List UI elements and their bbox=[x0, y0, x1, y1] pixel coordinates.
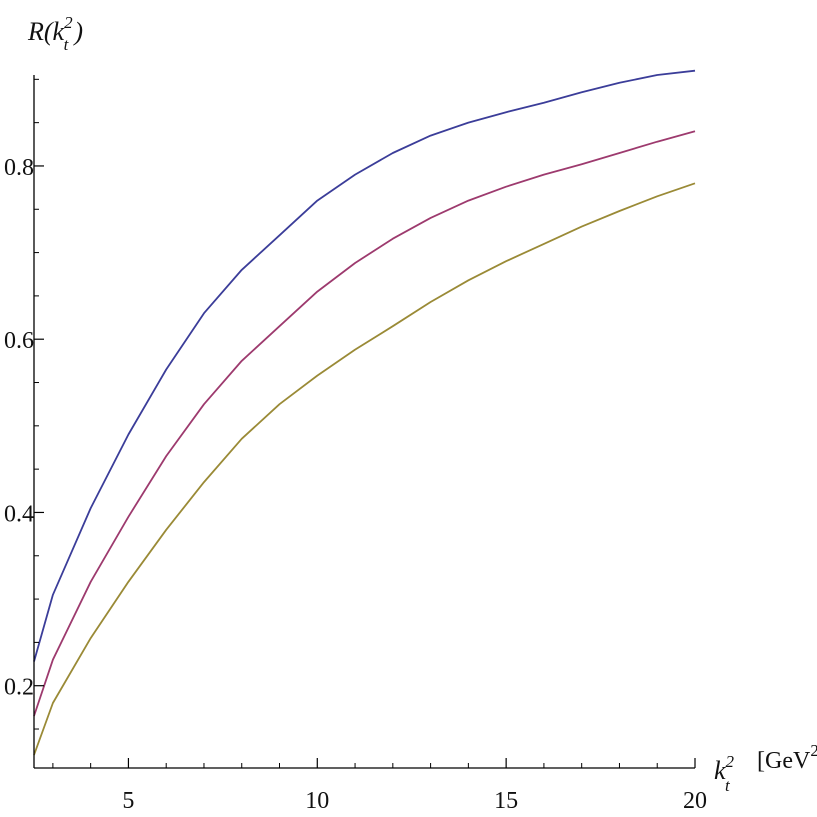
x-tick-label: 10 bbox=[305, 788, 329, 814]
ticks-layer: 5 10 15 20 0.2 0.4 0.6 0.8 bbox=[4, 78, 707, 814]
x-tick-label: 20 bbox=[683, 788, 707, 814]
x-axis-unit-main: [GeV bbox=[757, 748, 811, 774]
y-axis-label-base: k bbox=[53, 17, 65, 46]
x-tick-label: 15 bbox=[494, 788, 518, 814]
y-axis-label: R(k2 t) bbox=[27, 13, 83, 54]
y-tick-label: 0.2 bbox=[4, 675, 34, 701]
y-axis-label-prefix: R( bbox=[27, 17, 54, 46]
series-line-1 bbox=[33, 69, 696, 662]
x-axis-label-sup: 2 bbox=[726, 752, 735, 771]
x-axis-unit: [GeV2] bbox=[757, 741, 817, 774]
y-axis-label-sup: 2 bbox=[64, 13, 73, 32]
x-axis-label: k2 t bbox=[714, 752, 735, 795]
x-axis-label-sub: t bbox=[725, 776, 731, 795]
y-axis-label-suffix: ) bbox=[72, 17, 83, 46]
y-axis-label-sub: t bbox=[64, 35, 70, 54]
y-tick-label: 0.8 bbox=[4, 155, 34, 181]
series-line-3 bbox=[33, 182, 696, 756]
x-tick-label: 5 bbox=[122, 788, 134, 814]
series-layer bbox=[33, 69, 696, 756]
y-tick-label: 0.4 bbox=[4, 501, 34, 527]
y-tick-label: 0.6 bbox=[4, 328, 34, 354]
series-line-2 bbox=[33, 130, 696, 717]
x-axis-unit-sup: 2 bbox=[810, 741, 817, 760]
x-axis-label-base: k bbox=[714, 756, 726, 785]
axes-layer bbox=[33, 75, 695, 769]
